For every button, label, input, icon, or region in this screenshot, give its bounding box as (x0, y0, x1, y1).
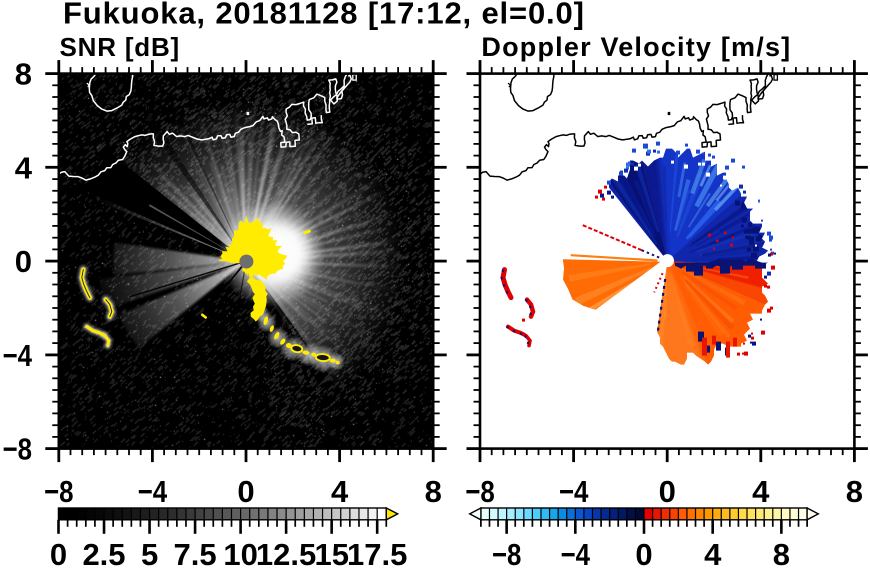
svg-text:0: 0 (50, 537, 67, 570)
svg-text:−4: −4 (3, 338, 33, 373)
svg-text:4: 4 (704, 537, 722, 570)
svg-text:15: 15 (314, 537, 348, 570)
svg-text:2.5: 2.5 (82, 537, 125, 570)
svg-text:−4: −4 (138, 474, 168, 509)
svg-text:−4: −4 (559, 474, 589, 509)
svg-text:12.5: 12.5 (256, 537, 316, 570)
svg-text:8: 8 (15, 57, 32, 92)
svg-text:17.5: 17.5 (347, 537, 407, 570)
svg-text:10: 10 (223, 537, 257, 570)
svg-text:8: 8 (846, 474, 863, 509)
svg-text:8: 8 (773, 537, 790, 570)
svg-text:0: 0 (237, 474, 254, 509)
svg-text:5: 5 (141, 537, 158, 570)
svg-text:0: 0 (659, 474, 676, 509)
svg-text:SNR [dB]: SNR [dB] (60, 32, 181, 62)
svg-text:8: 8 (425, 474, 442, 509)
svg-text:4: 4 (15, 150, 33, 185)
svg-text:−8: −8 (3, 432, 33, 467)
svg-text:0: 0 (15, 244, 32, 279)
svg-text:−8: −8 (492, 537, 522, 570)
svg-text:7.5: 7.5 (174, 537, 217, 570)
svg-text:−4: −4 (561, 537, 591, 570)
svg-text:4: 4 (752, 474, 770, 509)
svg-text:4: 4 (331, 474, 349, 509)
svg-text:Doppler Velocity [m/s]: Doppler Velocity [m/s] (481, 32, 791, 62)
svg-text:Fukuoka, 20181128 [17:12, el=0: Fukuoka, 20181128 [17:12, el=0.0] (63, 0, 585, 31)
svg-text:0: 0 (635, 537, 652, 570)
svg-text:−8: −8 (44, 474, 74, 509)
svg-text:−8: −8 (465, 474, 495, 509)
